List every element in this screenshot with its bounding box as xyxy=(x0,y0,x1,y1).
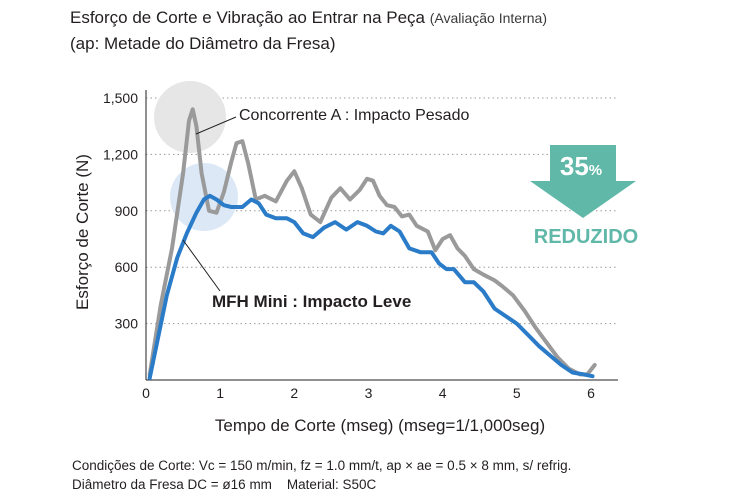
x-axis-label: Tempo de Corte (mseg) (mseg=1/1,000seg) xyxy=(215,416,545,435)
badge-label: REDUZIDO xyxy=(534,226,638,248)
reduction-badge: 35% REDUZIDO xyxy=(530,145,638,248)
x-tick-label: 6 xyxy=(587,385,595,401)
annotation-leader-blue xyxy=(182,239,221,292)
chart-title: Esforço de Corte e Vibração ao Entrar na… xyxy=(70,6,547,30)
axes xyxy=(145,90,618,381)
x-tick-label: 1 xyxy=(216,385,224,401)
chart-subtitle: (ap: Metade do Diâmetro da Fresa) xyxy=(70,34,336,53)
chart-title-main: Esforço de Corte e Vibração ao Entrar na… xyxy=(70,8,425,27)
test-conditions-line1: Condições de Corte: Vc = 150 m/min, fz =… xyxy=(72,458,572,473)
annotation-blue: MFH Mini : Impacto Leve xyxy=(212,292,411,311)
series-line-mfh-mini xyxy=(147,193,595,381)
annotation-leader-gray xyxy=(195,116,237,135)
y-tick-labels: 300 600 900 1,200 1,500 xyxy=(103,90,138,332)
y-axis-label: Esforço de Corte (N) xyxy=(73,154,92,310)
test-conditions: Condições de Corte: Vc = 150 m/min, fz =… xyxy=(72,456,571,494)
peak-highlights xyxy=(154,81,238,231)
cutting-force-chart: 0 1 2 3 4 5 6 300 600 900 1,200 1,500 Concorrente … xyxy=(73,81,638,435)
y-tick-label: 300 xyxy=(115,316,139,332)
y-tick-label: 900 xyxy=(115,203,139,219)
chart-title-note: (Avaliação Interna) xyxy=(429,10,547,26)
x-tick-label: 4 xyxy=(439,385,447,401)
series-line-concorrente xyxy=(147,107,597,377)
series-lines xyxy=(147,107,597,381)
x-tick-label: 3 xyxy=(365,385,373,401)
y-tick-label: 1,500 xyxy=(103,90,138,106)
annotation-gray: Concorrente A : Impacto Pesado xyxy=(239,107,469,124)
x-tick-label: 0 xyxy=(142,385,150,401)
x-tick-label: 2 xyxy=(290,385,298,401)
x-tick-labels: 0 1 2 3 4 5 6 xyxy=(142,385,595,401)
y-tick-label: 1,200 xyxy=(103,146,138,162)
down-arrow-icon xyxy=(530,145,636,218)
test-conditions-line2: Diâmetro da Fresa DC = ø16 mm Material: … xyxy=(72,477,377,492)
y-tick-label: 600 xyxy=(115,259,139,275)
blue-peak-highlight xyxy=(170,163,238,231)
badge-percent: 35% xyxy=(560,151,602,181)
x-tick-label: 5 xyxy=(513,385,521,401)
